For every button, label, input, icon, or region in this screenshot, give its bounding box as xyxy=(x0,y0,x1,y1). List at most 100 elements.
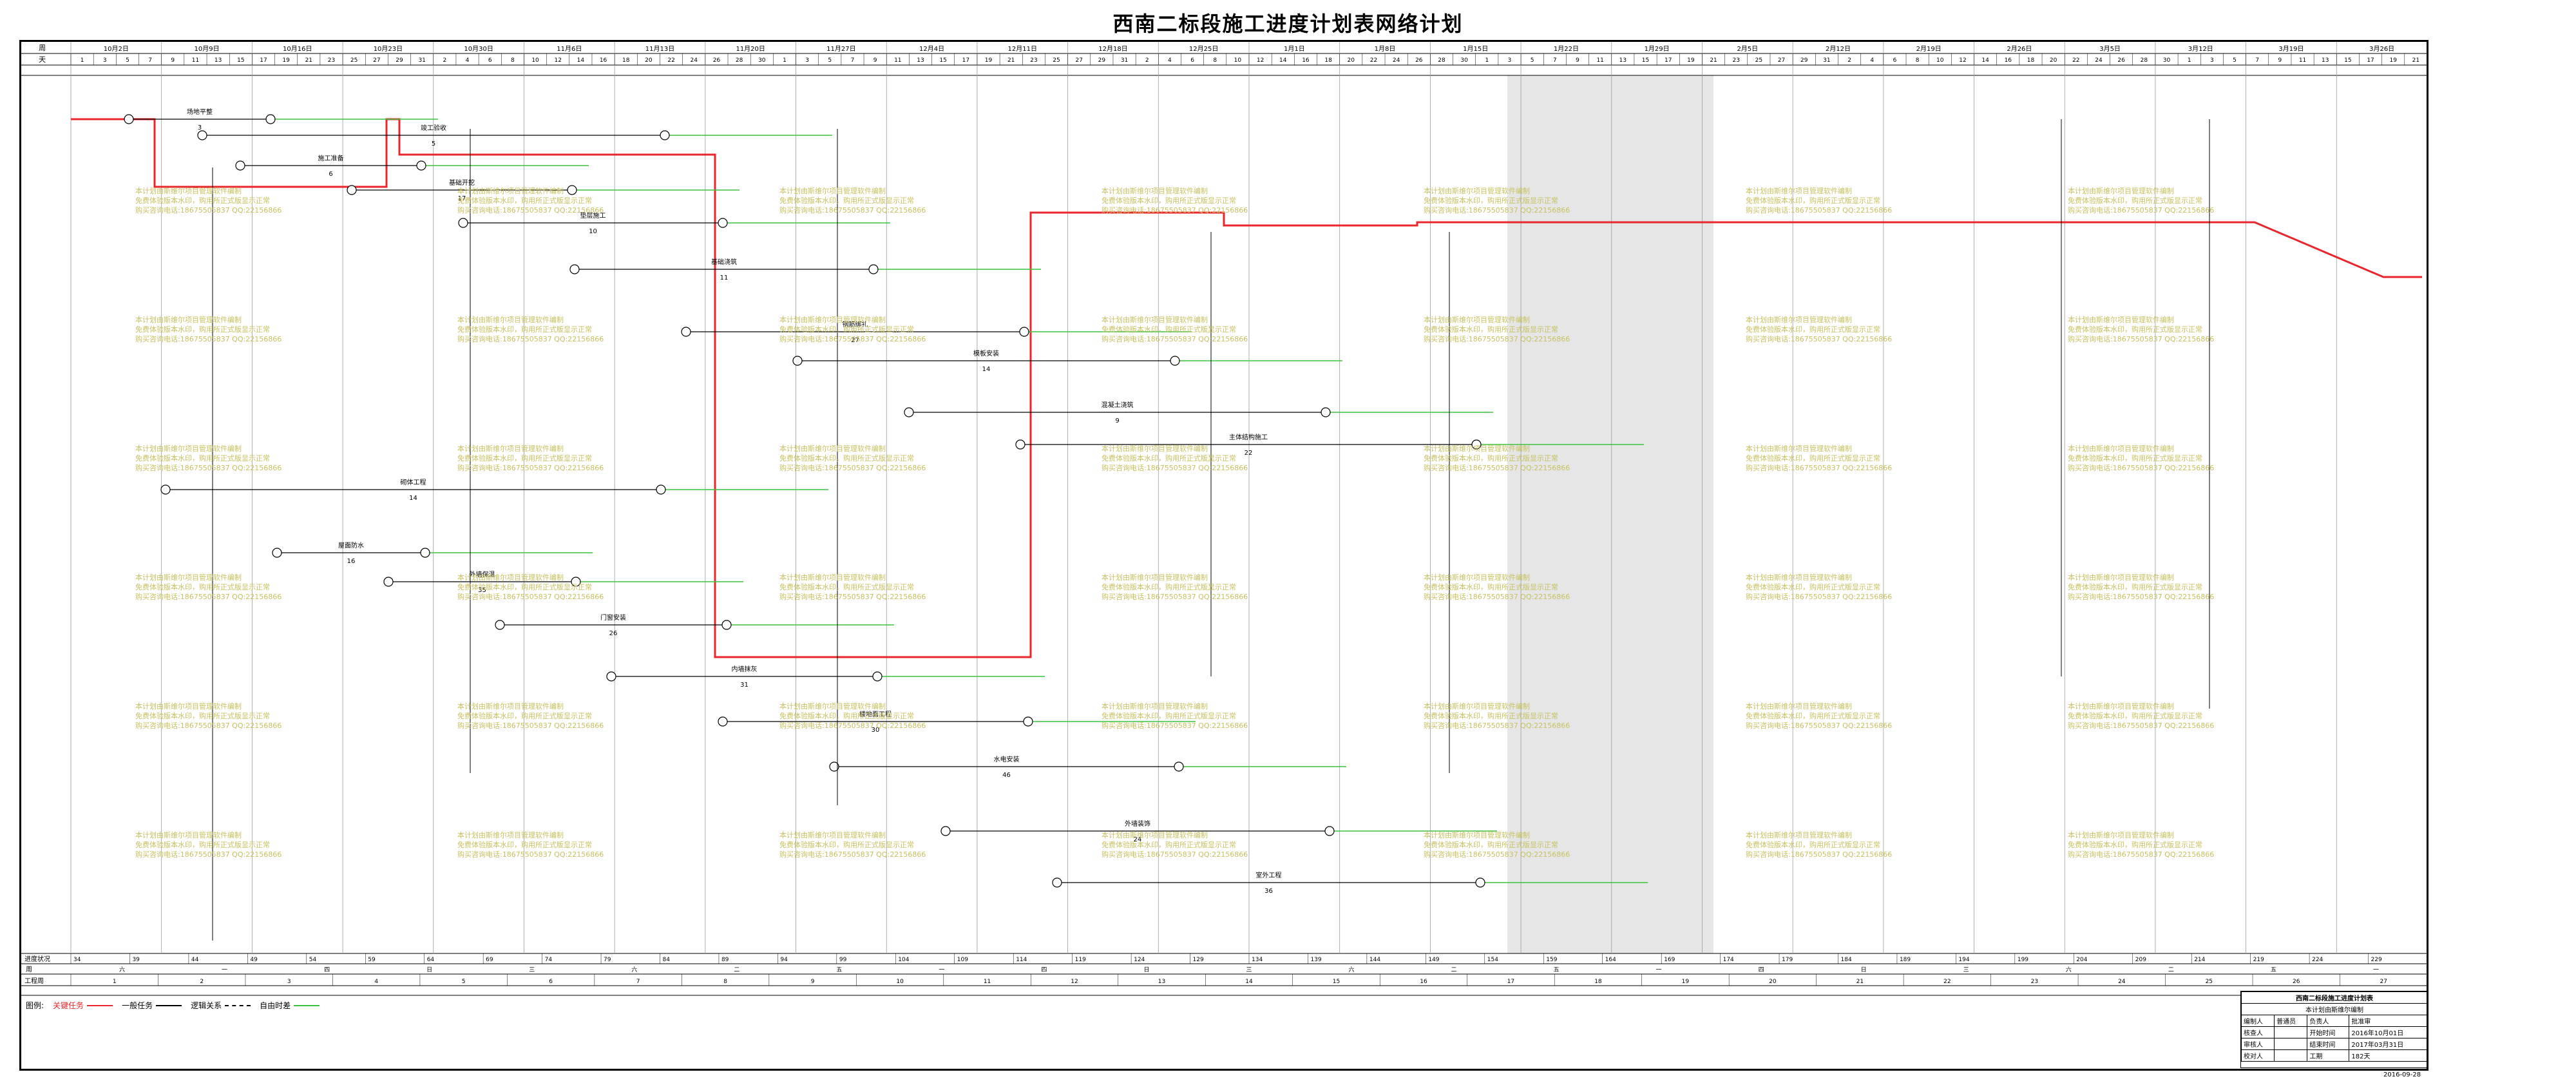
watermark-text: 本计划由斯维尔项目管理软件编制免费体验版本水印，购用所正式版显示正常购买咨询电话… xyxy=(1102,444,1248,472)
progress-value: 94 xyxy=(780,957,788,963)
day-header-label: 21 xyxy=(2412,57,2419,64)
task-node xyxy=(420,548,430,558)
titleblock-heading: 西南二标段施工进度计划表 xyxy=(2241,991,2428,1004)
progress-value: 84 xyxy=(663,957,671,963)
day-header-label: 9 xyxy=(171,57,175,64)
task-node xyxy=(1321,407,1331,417)
task-node xyxy=(569,264,580,274)
weekday-value: 六 xyxy=(2066,966,2072,973)
day-header-label: 31 xyxy=(1121,57,1128,64)
week-header-label: 3月12日 xyxy=(2188,45,2213,53)
day-header-label: 20 xyxy=(645,57,653,64)
progress-value: 44 xyxy=(191,957,199,963)
task-node xyxy=(1015,439,1026,450)
day-header-label: 26 xyxy=(2117,57,2125,64)
progress-value: 69 xyxy=(486,957,493,963)
task-duration: 35 xyxy=(478,587,486,594)
week-header-label: 1月8日 xyxy=(1375,45,1396,53)
task-node xyxy=(567,185,577,195)
day-header-label: 29 xyxy=(396,57,403,64)
weekday-value: 一 xyxy=(2373,967,2379,973)
cell: 校对人 xyxy=(2240,1049,2275,1062)
day-header-label: 11 xyxy=(894,57,901,64)
legend-free-label: 自由时差 xyxy=(260,1001,291,1010)
legend-critical: 关键任务 xyxy=(53,1000,113,1011)
weekday-value: 五 xyxy=(1554,967,1560,973)
day-header-label: 19 xyxy=(985,57,993,64)
week-header-label: 11月27日 xyxy=(826,45,855,53)
progress-value: 219 xyxy=(2253,957,2264,963)
day-header-label: 23 xyxy=(1030,57,1037,64)
day-header-label: 1 xyxy=(1485,57,1489,64)
watermark-text: 本计划由斯维尔项目管理软件编制免费体验版本水印，购用所正式版显示正常购买咨询电话… xyxy=(457,315,604,343)
day-header-label: 7 xyxy=(148,57,152,64)
day-header-label: 6 xyxy=(1893,57,1897,64)
day-header-label: 13 xyxy=(1619,57,1627,64)
progress-value: 229 xyxy=(2371,957,2382,963)
week-header-label: 12月11日 xyxy=(1008,45,1037,53)
legend-logic: 逻辑关系 xyxy=(191,1000,251,1011)
day-header-label: 27 xyxy=(373,57,380,64)
watermark-text: 本计划由斯维尔项目管理软件编制免费体验版本水印，购用所正式版显示正常购买咨询电话… xyxy=(1746,830,1892,859)
day-header-label: 3 xyxy=(805,57,809,64)
day-header-label: 19 xyxy=(282,57,290,64)
network-chart-frame xyxy=(19,40,2428,1071)
watermark-text: 本计划由斯维尔项目管理软件编制免费体验版本水印，购用所正式版显示正常购买咨询电话… xyxy=(1102,186,1248,215)
day-header-label: 16 xyxy=(600,57,607,64)
day-header-label: 18 xyxy=(622,57,630,64)
progress-value: 204 xyxy=(2076,957,2087,963)
progress-value: 129 xyxy=(1193,957,1204,963)
task-duration: 27 xyxy=(851,337,859,344)
legend-critical-label: 关键任务 xyxy=(53,1001,84,1010)
week-number-value: 19 xyxy=(1682,979,1690,985)
day-header-label: 14 xyxy=(1981,57,1989,64)
task-duration: 6 xyxy=(329,171,332,178)
weekday-value: 六 xyxy=(1349,966,1355,973)
weekday-value: 一 xyxy=(222,967,227,973)
week-number-value: 18 xyxy=(1594,979,1602,985)
task-label: 基础浇筑 xyxy=(711,258,737,266)
task-label: 门窗安装 xyxy=(600,613,626,622)
task-label: 竣工验收 xyxy=(421,124,446,132)
watermark-text: 本计划由斯维尔项目管理软件编制免费体验版本水印，购用所正式版显示正常购买咨询电话… xyxy=(1424,830,1570,859)
week-number-value: 17 xyxy=(1507,979,1514,985)
week-number-value: 13 xyxy=(1158,979,1165,985)
day-header-label: 11 xyxy=(2299,57,2306,64)
watermark-text: 本计划由斯维尔项目管理软件编制免费体验版本水印，购用所正式版显示正常购买咨询电话… xyxy=(2068,573,2214,601)
week-number-value: 21 xyxy=(1856,979,1864,985)
day-header-label: 12 xyxy=(554,57,561,64)
day-header-label: 11 xyxy=(192,57,199,64)
progress-value: 154 xyxy=(1487,957,1498,963)
cell: 审核人 xyxy=(2240,1038,2275,1050)
task-label: 钢筋绑扎 xyxy=(843,320,868,329)
day-header-label: 28 xyxy=(736,57,743,64)
progress-value: 54 xyxy=(309,957,317,963)
task-duration: 9 xyxy=(1115,417,1119,425)
week-header-label: 11月13日 xyxy=(645,45,674,53)
watermark-text: 本计划由斯维尔项目管理软件编制免费体验版本水印，购用所正式版显示正常购买咨询电话… xyxy=(1746,573,1892,601)
week-number-value: 2 xyxy=(200,979,204,985)
watermark-text: 本计划由斯维尔项目管理软件编制免费体验版本水印，购用所正式版显示正常购买咨询电话… xyxy=(2068,315,2214,343)
weekday-value: 三 xyxy=(529,967,535,973)
task-node xyxy=(1471,439,1482,450)
day-header-label: 5 xyxy=(126,57,129,64)
week-header-label: 10月9日 xyxy=(194,45,219,53)
task-label: 基础开挖 xyxy=(449,178,475,187)
task-node xyxy=(416,160,426,171)
watermark-text: 本计划由斯维尔项目管理软件编制免费体验版本水印，购用所正式版显示正常购买咨询电话… xyxy=(1746,186,1892,215)
day-header-label: 9 xyxy=(873,57,877,64)
watermark-text: 本计划由斯维尔项目管理软件编制免费体验版本水印，购用所正式版显示正常购买咨询电话… xyxy=(2068,702,2214,730)
weekday-value: 一 xyxy=(939,967,944,973)
task-label: 屋面防水 xyxy=(338,541,364,550)
cell: 2016年10月01日 xyxy=(2349,1026,2428,1038)
day-header-label: 7 xyxy=(851,57,855,64)
day-header-label: 3 xyxy=(103,57,107,64)
day-header-label: 29 xyxy=(1098,57,1106,64)
task-node xyxy=(235,160,245,171)
day-header-label: 21 xyxy=(305,57,312,64)
week-header-label: 12月25日 xyxy=(1189,45,1218,53)
watermark-text: 本计划由斯维尔项目管理软件编制免费体验版本水印，购用所正式版显示正常购买咨询电话… xyxy=(1102,315,1248,343)
day-header-label: 25 xyxy=(1755,57,1762,64)
weekday-value: 三 xyxy=(1246,967,1252,973)
